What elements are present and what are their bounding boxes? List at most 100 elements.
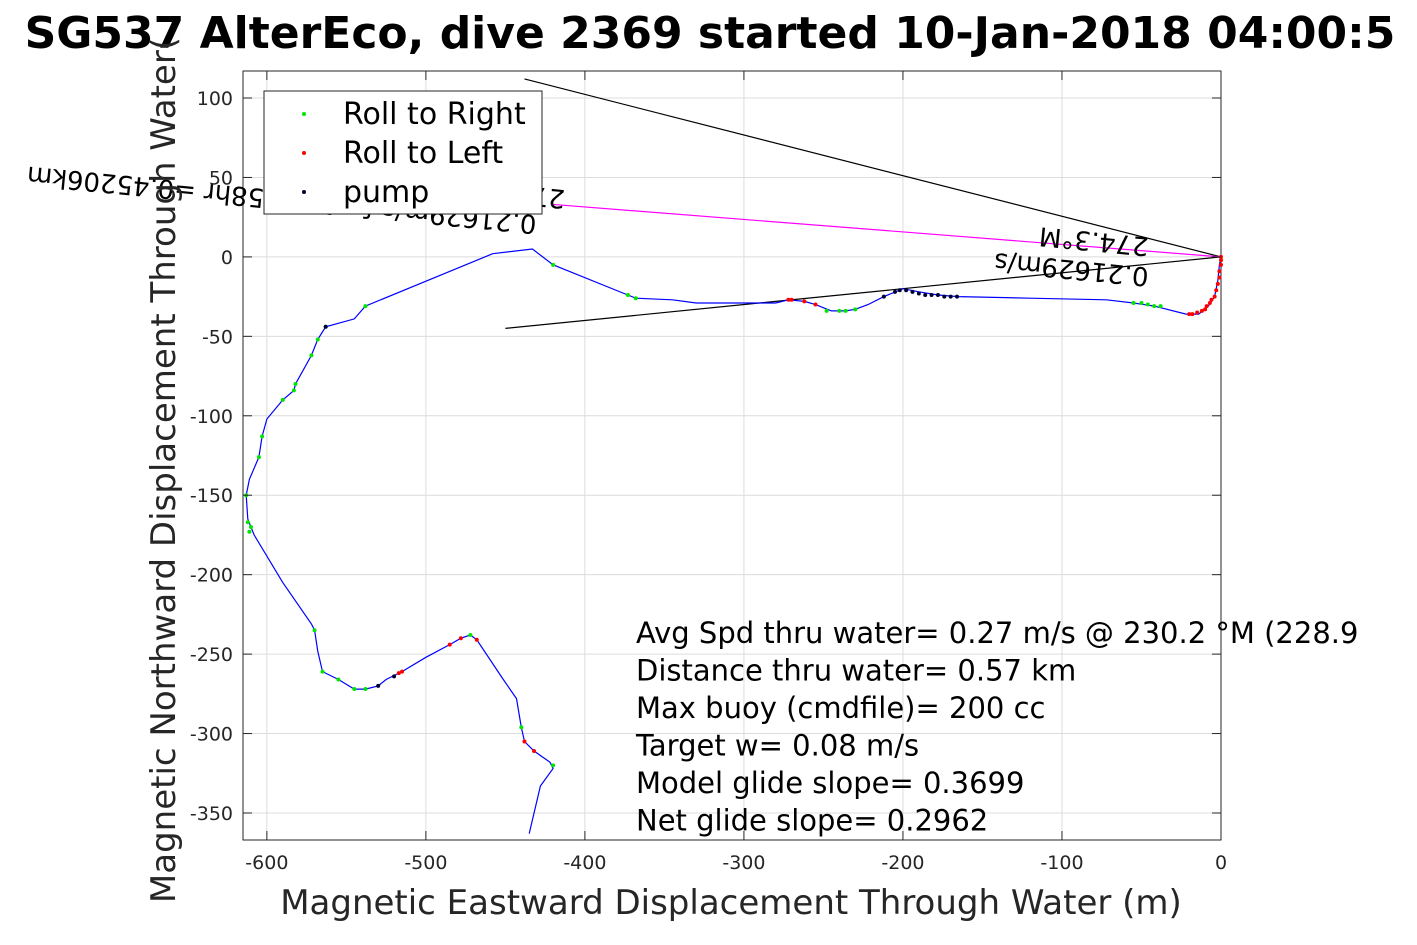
y-tick-label: 100 [197, 88, 233, 110]
roll-left-point [1212, 294, 1217, 299]
roll-left-point [458, 636, 463, 641]
roll-left-point [802, 299, 807, 304]
roll-left-point [1204, 304, 1209, 309]
roll-right-point [247, 529, 252, 534]
roll-right-point [280, 397, 285, 402]
roll-left-point [1209, 297, 1214, 302]
y-tick-label: -100 [190, 406, 233, 428]
roll-right-point [1152, 304, 1157, 309]
roll-left-point [1203, 307, 1208, 312]
y-tick-label: -200 [190, 565, 233, 587]
pump-point [910, 289, 915, 294]
y-tick-label: -250 [190, 644, 233, 666]
markers-group [244, 254, 1223, 768]
roll-left-point [813, 302, 818, 307]
roll-right-point [468, 633, 473, 638]
y-tick-label: -50 [202, 326, 233, 348]
roll-left-point [447, 642, 452, 647]
legend-label: Roll to Right [343, 97, 526, 132]
x-tick-label: -500 [404, 852, 447, 874]
roll-left-point [522, 739, 527, 744]
legend-marker [302, 190, 306, 194]
y-axis-label: Magnetic Northward Displacement Through … [144, 37, 184, 903]
roll-left-point [786, 297, 791, 302]
roll-right-point [1145, 302, 1150, 307]
roll-right-point [837, 308, 842, 313]
roll-left-point [532, 749, 537, 754]
roll-right-point [363, 304, 368, 309]
pump-point [376, 683, 381, 688]
annotation-line: Target w= 0.08 m/s [635, 729, 919, 763]
roll-left-point [1219, 258, 1223, 263]
roll-right-point [248, 524, 253, 529]
roll-right-point [519, 725, 524, 730]
roll-right-point [551, 262, 556, 267]
annotation-line: Net glide slope= 0.2962 [636, 804, 988, 838]
roll-left-point [1199, 308, 1204, 313]
chart-title: SG537 AlterEco, dive 2369 started 10-Jan… [25, 8, 1396, 59]
roll-left-point [1207, 300, 1212, 305]
x-tick-label: -300 [722, 852, 765, 874]
roll-right-point [1158, 304, 1163, 309]
pump-point [904, 288, 909, 293]
reference-lines [505, 78, 1222, 329]
reference-line [553, 203, 1222, 258]
x-tick-label: -100 [1040, 852, 1083, 874]
roll-left-point [1219, 262, 1223, 267]
pump-point [929, 293, 934, 298]
y-tick-label: -150 [190, 485, 233, 507]
pump-point [955, 294, 960, 299]
roll-left-point [1217, 275, 1222, 280]
y-tick-label: 50 [209, 167, 233, 189]
roll-right-point [824, 308, 829, 313]
x-ticks: -600 -500 -400 -300 -200 -100 0 [245, 71, 1227, 874]
roll-left-point [1217, 269, 1222, 274]
annotation-line: Avg Spd thru water= 0.27 m/s @ 230.2 °M … [636, 616, 1358, 650]
pump-point [942, 294, 947, 299]
roll-right-point [625, 293, 630, 298]
x-tick-label: -400 [563, 852, 606, 874]
roll-right-point [843, 308, 848, 313]
annotation-block: Avg Spd thru water= 0.27 m/s @ 230.2 °M … [635, 616, 1358, 838]
rotated-labels: 274.3°M0.21629m/s for0.58058hr =0.45206k… [26, 160, 1151, 291]
roll-left-point [396, 671, 401, 676]
grid [243, 71, 1222, 840]
plot-area [242, 70, 1222, 841]
x-axis-label: Magnetic Eastward Displacement Through W… [280, 883, 1182, 923]
roll-right-point [293, 382, 298, 387]
roll-right-point [363, 687, 368, 692]
legend-marker [302, 112, 306, 116]
roll-left-point [1214, 288, 1219, 293]
pump-point [893, 289, 897, 294]
pump-point [948, 294, 953, 299]
pump-point [923, 293, 928, 298]
roll-right-point [336, 677, 341, 682]
roll-left-point [1190, 312, 1195, 317]
reference-line [524, 78, 1222, 258]
pump-point [916, 291, 921, 296]
y-tick-label: -300 [190, 724, 233, 746]
roll-left-point [789, 297, 794, 302]
pump-point [897, 288, 902, 293]
y-ticks: 100 50 0 -50 -100 -150 -200 -250 -300 -350 [190, 88, 1221, 825]
roll-right-point [1131, 300, 1136, 305]
roll-right-point [1139, 300, 1144, 305]
roll-left-point [1187, 312, 1192, 317]
x-tick-label: -200 [881, 852, 924, 874]
annotation-line: Distance thru water= 0.57 km [636, 654, 1076, 688]
roll-right-point [352, 687, 357, 692]
roll-right-point [309, 353, 314, 358]
legend-label: pump [343, 175, 429, 210]
y-tick-label: -350 [190, 803, 233, 825]
roll-right-point [633, 296, 638, 301]
roll-right-point [291, 388, 296, 393]
roll-left-point [1195, 310, 1200, 315]
x-tick-label: 0 [1215, 852, 1227, 874]
roll-right-point [312, 628, 317, 633]
roll-right-point [320, 669, 325, 674]
roll-right-point [260, 434, 265, 439]
roll-left-point [474, 637, 479, 642]
roll-right-point [315, 337, 320, 342]
annotation-line: Max buoy (cmdfile)= 200 cc [636, 691, 1045, 725]
